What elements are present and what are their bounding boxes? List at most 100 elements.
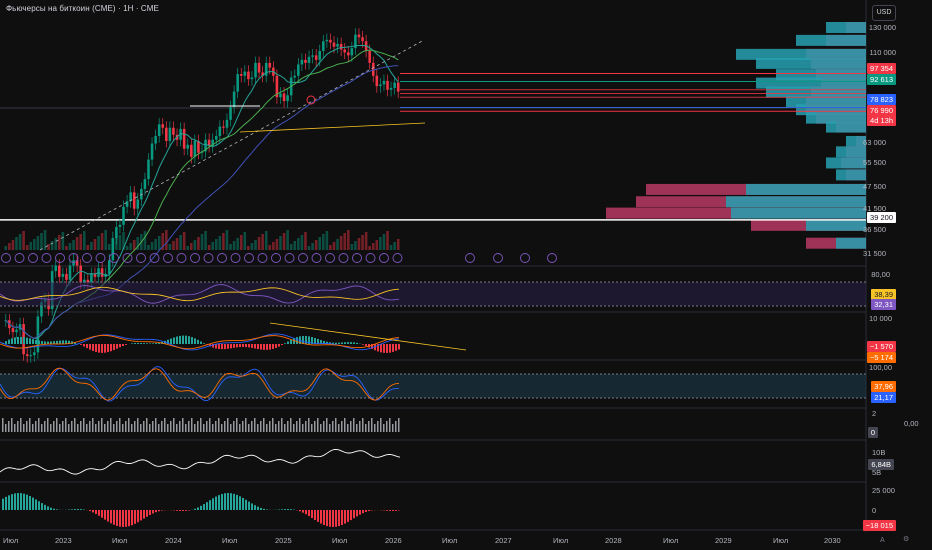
volume-tick-bar: [17, 421, 19, 432]
candle-body: [357, 34, 361, 38]
volume-tick-bar: [65, 418, 67, 432]
time-label: Июл: [773, 536, 789, 545]
macd-histogram-bar: [44, 341, 46, 344]
oscillator-bar: [215, 496, 217, 510]
oscillator-bar: [131, 510, 133, 526]
oscillator-bar: [104, 510, 106, 520]
time-label: Июл: [442, 536, 458, 545]
volume-bar: [250, 243, 254, 250]
volume-bar: [168, 244, 172, 250]
candle-body: [329, 39, 332, 43]
macd-histogram-bar: [347, 342, 349, 344]
candle-body: [282, 93, 286, 102]
auto-scale-button[interactable]: A: [880, 537, 885, 544]
oscillator-bar: [119, 510, 121, 527]
time-label: Июл: [222, 536, 238, 545]
candle-body: [25, 354, 29, 357]
volume-bar: [33, 239, 36, 250]
candle-body: [136, 199, 140, 209]
macd-histogram-bar: [215, 344, 217, 349]
macd-histogram-bar: [110, 344, 112, 352]
candle-body: [257, 62, 261, 73]
volume-bar: [229, 244, 232, 250]
time-label: Июл: [3, 536, 19, 545]
volume-tick-bar: [47, 418, 49, 432]
candle-body: [75, 260, 79, 266]
time-label: 2025: [275, 536, 292, 545]
volume-profile-bar: [806, 219, 866, 231]
event-icon: [365, 253, 376, 263]
volume-tick-bar: [173, 418, 175, 432]
candle-body: [168, 127, 172, 141]
macd-signal-line: [0, 334, 400, 350]
macd-histogram-bar: [89, 344, 91, 350]
volume-bar: [322, 234, 325, 250]
gear-icon[interactable]: ⚙: [903, 536, 910, 543]
volume-bar: [368, 246, 371, 250]
event-icon: [28, 253, 38, 263]
candle-body: [86, 279, 90, 283]
volume-tick-bar: [296, 421, 298, 432]
volume-bar: [136, 237, 140, 250]
volume-tick-bar: [131, 424, 133, 432]
volume-profile-bar: [746, 183, 866, 195]
macd-histogram-bar: [56, 340, 58, 344]
oscillator-bar: [44, 504, 46, 510]
candle-body: [368, 50, 371, 63]
event-icon: [109, 253, 119, 263]
volume-tick-bar: [260, 421, 262, 432]
volume-bar: [50, 241, 54, 250]
macd-histogram-bar: [356, 342, 358, 344]
volume-tick-bar: [200, 418, 202, 432]
volume-tick-bar: [203, 424, 205, 432]
vol-badge: 0: [867, 427, 878, 438]
candle-body: [186, 144, 190, 149]
oscillator-bar: [41, 503, 43, 510]
volume-tick-bar: [140, 424, 142, 432]
volume-tick-bar: [170, 421, 172, 432]
volume-tick-bar: [38, 418, 40, 432]
currency-button[interactable]: USD: [872, 5, 896, 21]
candle-body: [182, 128, 186, 149]
macd-histogram-bar: [131, 343, 133, 344]
volume-tick-bar: [155, 418, 157, 432]
osc-tick: 0: [872, 506, 877, 515]
price-badge-39200: 39 200: [867, 212, 896, 223]
volume-tick-bar: [281, 418, 283, 432]
event-icon: [176, 253, 187, 263]
volume-tick-bar: [167, 424, 169, 432]
oscillator-bar: [227, 493, 229, 510]
volume-tick-bar: [374, 424, 376, 432]
candle-body: [371, 62, 375, 76]
volume-bar: [147, 245, 150, 250]
macd-histogram-bar: [134, 343, 136, 344]
macd-histogram-bar: [242, 344, 244, 347]
time-label: Июл: [663, 536, 679, 545]
volume-tick-bar: [56, 418, 58, 432]
time-label: 2027: [495, 536, 512, 545]
macd-histogram-bar: [26, 337, 28, 344]
oscillator-bar: [158, 510, 160, 512]
volume-bar: [54, 238, 58, 250]
stoch-badge-1: 37,96: [871, 381, 896, 392]
macd-histogram-bar: [173, 337, 175, 344]
candle-body: [154, 136, 157, 144]
oscillator-bar: [5, 496, 7, 510]
volume-tick-bar: [107, 421, 109, 432]
volume-tick-bar: [44, 421, 46, 432]
oscillator-bar: [302, 510, 304, 513]
event-icon: [203, 253, 214, 263]
volume-bar: [393, 242, 396, 250]
macd-histogram-bar: [263, 344, 265, 350]
oscillator-bar: [335, 510, 337, 527]
volume-tick-bar: [53, 421, 55, 432]
volume-tick-bar: [299, 418, 301, 432]
volume-bar: [197, 237, 200, 250]
price-tick: 55 500: [863, 158, 886, 167]
volume-bar: [211, 242, 214, 250]
candle-body: [115, 226, 118, 239]
time-label: Июл: [553, 536, 569, 545]
macd-histogram-bar: [8, 339, 10, 344]
volume-tick-bar: [161, 421, 163, 432]
